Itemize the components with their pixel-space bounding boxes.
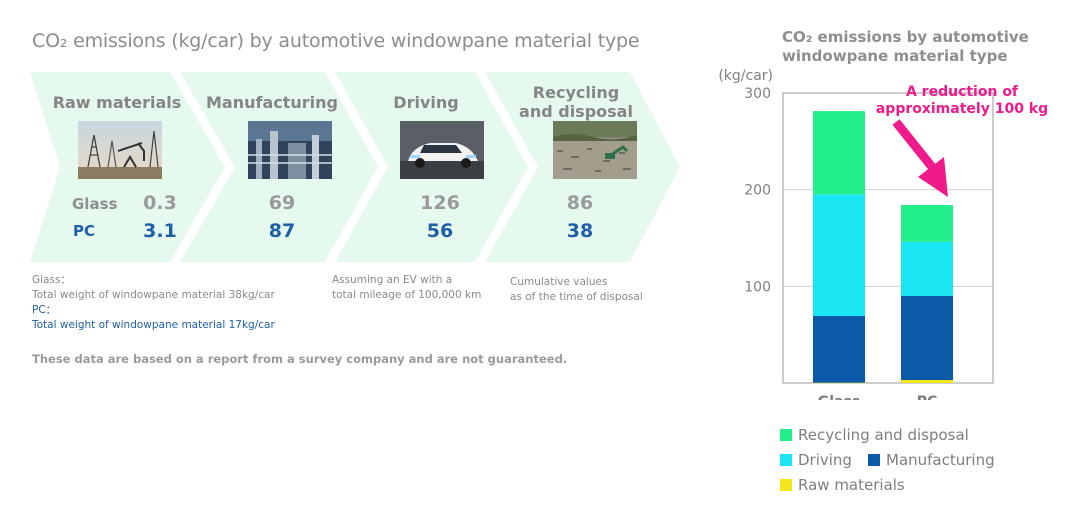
bar-pc-manufacturing	[901, 295, 953, 381]
stage-label-recycling: Recycling and disposal	[519, 83, 633, 121]
value-glass-raw-materials: 0.3	[143, 192, 177, 214]
landfill-photo	[553, 121, 637, 179]
value-glass-driving: 126	[420, 192, 460, 214]
value-pc-driving: 56	[426, 220, 454, 242]
bar-pc-recycling-and-disposal	[901, 205, 953, 242]
note-pc-title: PC：	[32, 304, 57, 316]
x-tick-label-glass: Glass	[818, 394, 860, 400]
legend-manufacturing: Manufacturing	[868, 451, 995, 469]
bar-glass-raw-materials	[813, 382, 865, 384]
legend-driving: Driving	[780, 451, 852, 469]
note-glass-title: Glass：	[32, 274, 71, 286]
factory-photo	[248, 121, 332, 179]
legend-label-manufacturing: Manufacturing	[886, 451, 995, 469]
legend-swatch-manufacturing	[868, 454, 880, 466]
bar-glass-driving	[813, 194, 865, 317]
legend-label-raw-materials: Raw materials	[798, 476, 905, 494]
note-recycling-line2: as of the time of disposal	[510, 291, 643, 303]
stage-label-raw-materials: Raw materials	[52, 93, 182, 112]
bar-pc-raw-materials	[901, 380, 953, 383]
y-tick-label-200: 200	[744, 183, 771, 199]
y-axis-label: (kg/car)	[718, 68, 773, 84]
disclaimer: These data are based on a report from a …	[32, 352, 568, 366]
page-title: CO₂ emissions (kg/car) by automotive win…	[32, 30, 640, 52]
electric-car-photo	[400, 121, 484, 179]
stage-label-manufacturing: Manufacturing	[206, 93, 338, 112]
y-tick-label-300: 300	[744, 86, 771, 102]
annotation-line1: A reduction of	[906, 84, 1019, 100]
annotation-arrow-head	[918, 157, 948, 197]
stage-label-driving: Driving	[393, 93, 459, 112]
legend-swatch-driving	[780, 454, 792, 466]
note-driving-line1: Assuming an EV with a	[332, 274, 453, 286]
note-glass-text: Total weight of windowpane material 38kg…	[32, 289, 275, 301]
annotation-line2: approximately 100 kg	[876, 101, 1048, 117]
x-tick-label-pc: PC	[917, 394, 938, 400]
row-label-pc: PC	[73, 222, 96, 240]
annotation-arrow-shaft	[892, 119, 940, 175]
note-pc-text: Total weight of windowpane material 17kg…	[32, 319, 275, 331]
oil-field-photo	[78, 121, 162, 179]
legend-swatch-recycling	[780, 429, 792, 441]
value-pc-recycling: 38	[566, 220, 594, 242]
y-tick-label-100: 100	[744, 279, 771, 295]
legend-label-driving: Driving	[798, 451, 852, 469]
legend-raw-materials: Raw materials	[780, 476, 905, 494]
legend-swatch-raw-materials	[780, 479, 792, 491]
plot-frame	[782, 92, 994, 384]
bar-glass-recycling-and-disposal	[813, 111, 865, 195]
legend-recycling: Recycling and disposal	[780, 426, 969, 444]
value-glass-recycling: 86	[566, 192, 594, 214]
value-pc-raw-materials: 3.1	[143, 220, 177, 242]
note-recycling-line1: Cumulative values	[510, 276, 608, 288]
stacked-bar-chart: 100 200 300 (kg/car) Glass PC A reduction ofap…	[718, 68, 1048, 400]
row-label-glass: Glass	[72, 195, 118, 213]
chart-title: CO₂ emissions by automotive windowpane m…	[782, 28, 1029, 65]
legend-label-recycling: Recycling and disposal	[798, 426, 969, 444]
value-glass-manufacturing: 69	[268, 192, 296, 214]
value-pc-manufacturing: 87	[268, 220, 296, 242]
bar-pc-driving	[901, 241, 953, 296]
bar-glass-manufacturing	[813, 316, 865, 383]
note-driving-line2: total mileage of 100,000 km	[332, 289, 482, 301]
